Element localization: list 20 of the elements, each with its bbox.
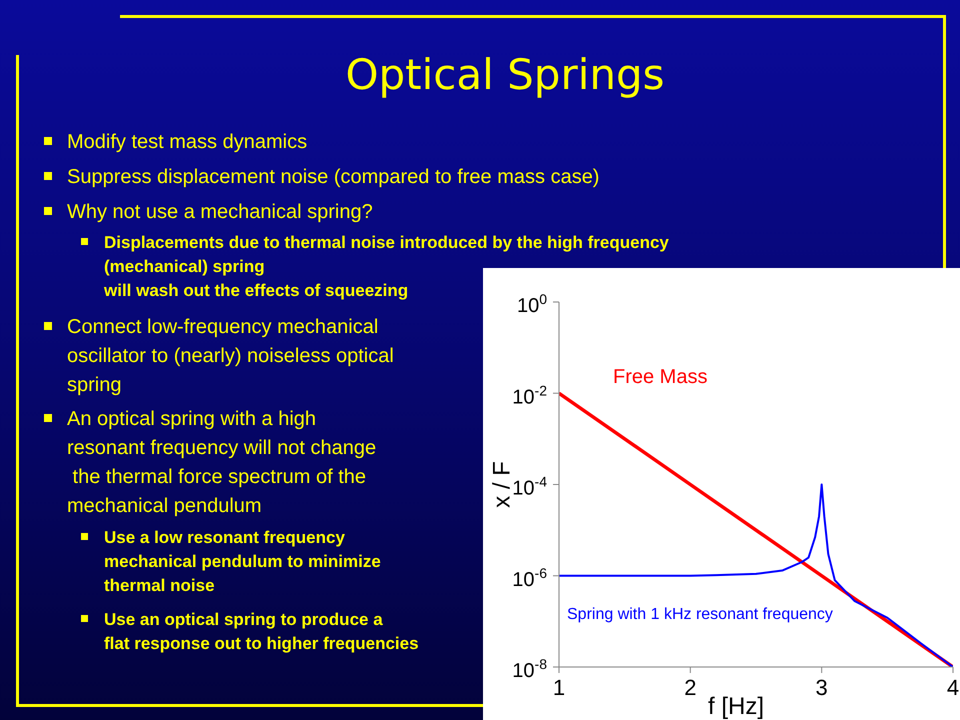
y-tick-label: 10$^{-6}$ (512, 564, 548, 591)
x-tick-label: 2 (684, 675, 696, 700)
series-label: Free Mass (613, 366, 708, 389)
text: Why not use a mechanical spring? (67, 200, 373, 225)
series-label: Spring with 1 kHz resonant frequency (567, 606, 833, 624)
x-axis-title: f [Hz] (708, 693, 764, 720)
text: An optical spring with a high resonant frequency will not change the thermal force spectrum of the mechanical pendulum (67, 407, 376, 519)
x-tick-label: 4 (946, 675, 960, 700)
y-tick-label: 10$^{-4}$ (512, 474, 548, 500)
y-tick-label: 10$^{-2}$ (512, 382, 548, 408)
text: Modify test mass dynamics (67, 130, 308, 155)
chart-title: Optical Springs (344, 50, 666, 99)
text: Use a low resonant frequency mechanical pendulum to minimize thermal noise (104, 527, 381, 597)
x-tick-label: 3 (816, 675, 828, 700)
y-tick-label: 10$^{0}$ (516, 291, 548, 317)
x-tick-label: 1 (552, 675, 566, 700)
text: Suppress displacement noise (compared to free mass case) (67, 165, 600, 190)
text: Use an optical spring to produce a flat response out to higher frequencies (104, 609, 419, 655)
text: Connect low-frequency mechanical oscillator to (nearly) noiseless optical spring (67, 315, 394, 398)
y-tick-label: 10$^{-8}$ (512, 656, 548, 682)
